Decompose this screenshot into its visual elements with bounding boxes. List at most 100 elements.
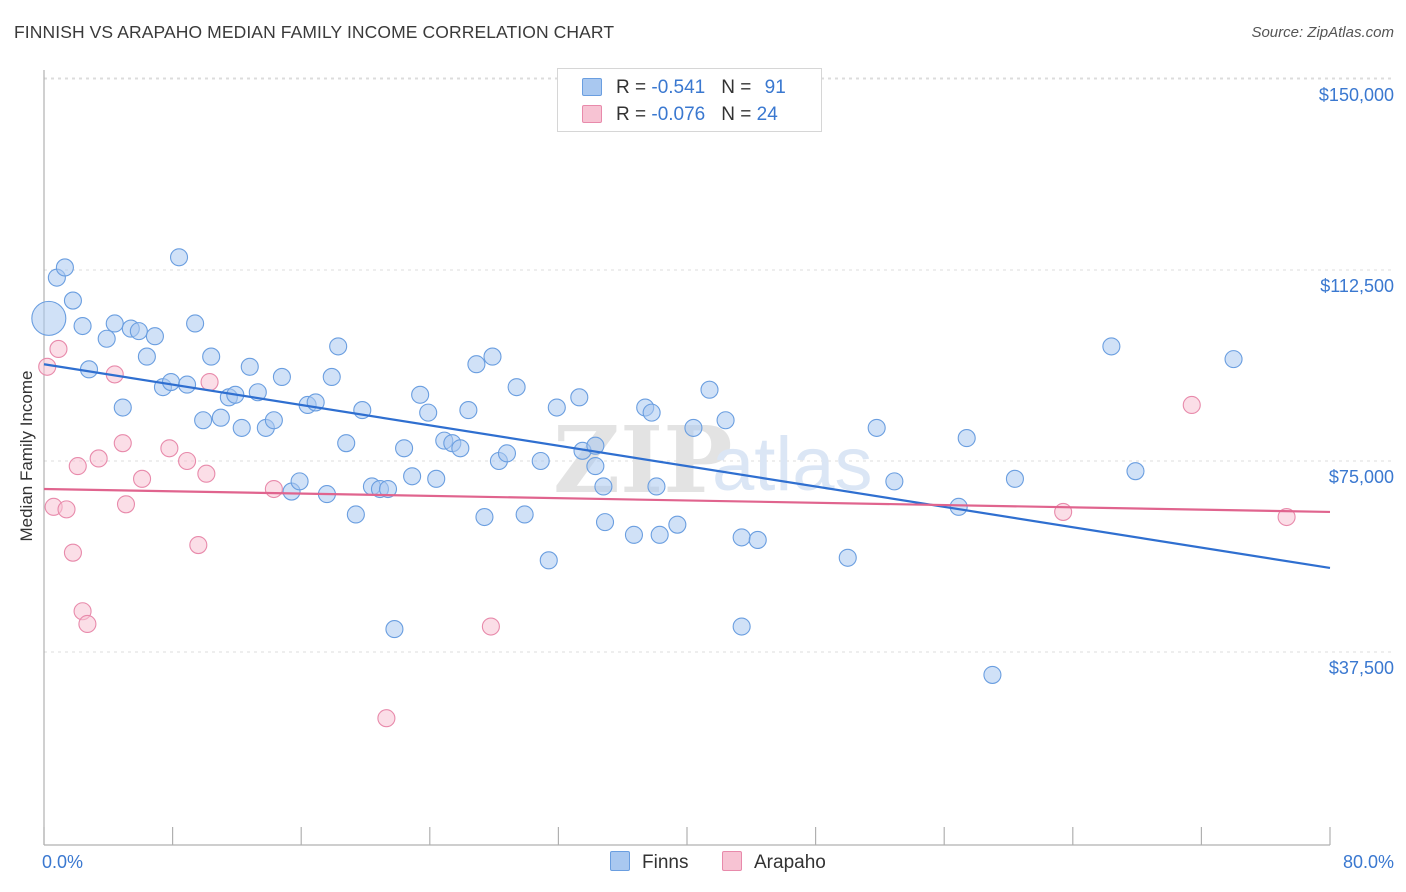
finns-point <box>31 300 67 336</box>
finns-point <box>129 322 148 341</box>
trend-lines <box>43 363 1331 570</box>
finns-point <box>169 248 189 267</box>
finns-point <box>748 530 767 549</box>
finns-trend-line <box>43 363 1331 570</box>
x-tick-label-min: 0.0% <box>42 852 84 872</box>
y-tick-label: $150,000 <box>1318 85 1394 105</box>
n-value: 24 <box>756 104 778 125</box>
arapaho-point <box>1182 395 1201 415</box>
finns-point <box>202 347 221 366</box>
watermark: ZIPatlas <box>553 406 873 514</box>
legend-item-finns: Finns <box>610 851 688 874</box>
finns-point <box>983 665 1002 684</box>
legend-row-arapaho: R = -0.076 N = 24 <box>582 104 778 128</box>
arapaho-point <box>68 457 87 476</box>
arapaho-point <box>178 451 197 471</box>
data-points <box>31 248 1296 728</box>
finns-point <box>642 403 661 422</box>
finns-point <box>497 444 517 463</box>
y-tick-label: $112,500 <box>1320 276 1394 296</box>
finns-point <box>885 472 904 491</box>
arapaho-point <box>197 464 216 483</box>
finns-point <box>240 357 259 376</box>
finns-point <box>475 507 494 527</box>
legend-swatch-arapaho <box>722 851 742 871</box>
finns-point <box>957 429 976 448</box>
series-legend: Finns Arapaho <box>0 851 1406 877</box>
arapaho-point <box>89 449 108 468</box>
finns-point <box>459 401 478 420</box>
finns-point <box>1102 337 1121 356</box>
finns-point <box>684 418 703 437</box>
arapaho-trend-line <box>43 487 1331 514</box>
r-value: -0.541 <box>651 77 706 98</box>
finns-point <box>419 403 438 422</box>
legend-swatch-arapaho <box>582 105 602 123</box>
finns-point <box>385 620 404 639</box>
axes <box>43 70 1331 846</box>
finns-point <box>161 373 181 392</box>
y-axis-label: Median Family Income <box>17 370 36 542</box>
arapaho-point <box>377 709 396 728</box>
finns-point <box>272 367 291 387</box>
n-label: N = <box>721 77 757 98</box>
arapaho-point <box>78 614 97 634</box>
arapaho-point <box>57 500 76 519</box>
arapaho-point <box>481 617 500 636</box>
finns-point <box>586 457 605 476</box>
finns-point <box>329 337 348 356</box>
finns-point <box>732 617 751 636</box>
finns-point <box>650 525 669 544</box>
x-tick-label-max: 80.0% <box>1342 852 1394 872</box>
legend-label-finns: Finns <box>642 852 689 873</box>
arapaho-point <box>133 469 152 488</box>
finns-point <box>595 513 615 532</box>
chart-title: FINNISH VS ARAPAHO MEDIAN FAMILY INCOME … <box>14 22 615 42</box>
finns-point <box>716 411 735 430</box>
legend-swatch-finns <box>582 78 602 96</box>
finns-point <box>515 505 534 524</box>
legend-row-finns: R = -0.541 N = 91 <box>582 77 786 101</box>
arapaho-point <box>189 535 208 555</box>
legend-swatch-finns <box>610 851 630 871</box>
finns-point <box>73 316 92 336</box>
legend-item-arapaho: Arapaho <box>722 851 826 874</box>
arapaho-point <box>116 495 136 514</box>
finns-point <box>105 314 124 333</box>
finns-point <box>145 327 164 346</box>
finns-point <box>113 398 132 417</box>
finns-point <box>264 411 283 430</box>
finns-point <box>232 418 251 437</box>
source-credit: Source: ZipAtlas.com <box>1251 24 1394 41</box>
finns-point <box>949 497 968 516</box>
watermark-atlas: atlas <box>712 422 873 507</box>
r-label: R = <box>616 77 652 98</box>
arapaho-point <box>63 543 82 562</box>
grid-lines <box>44 77 1395 653</box>
finns-point <box>178 375 197 394</box>
finns-point <box>594 477 613 496</box>
finns-point <box>55 258 74 277</box>
finns-point <box>346 505 365 524</box>
arapaho-point <box>160 439 179 458</box>
finns-point <box>451 439 470 458</box>
arapaho-point <box>49 339 68 358</box>
finns-point <box>322 367 341 387</box>
finns-point <box>427 469 446 488</box>
r-value: -0.076 <box>651 104 706 125</box>
finns-point <box>531 451 550 471</box>
finns-point <box>186 314 205 333</box>
finns-point <box>547 398 566 417</box>
n-label: N = <box>721 104 757 125</box>
arapaho-point <box>200 373 219 392</box>
arapaho-point <box>113 434 132 453</box>
finns-point <box>378 479 398 499</box>
finns-point <box>467 355 486 374</box>
finns-point <box>1126 462 1145 481</box>
finns-point <box>97 329 116 348</box>
arapaho-point <box>1277 507 1296 527</box>
legend-label-arapaho: Arapaho <box>754 852 826 873</box>
finns-point <box>668 515 687 534</box>
r-label: R = <box>616 104 652 125</box>
